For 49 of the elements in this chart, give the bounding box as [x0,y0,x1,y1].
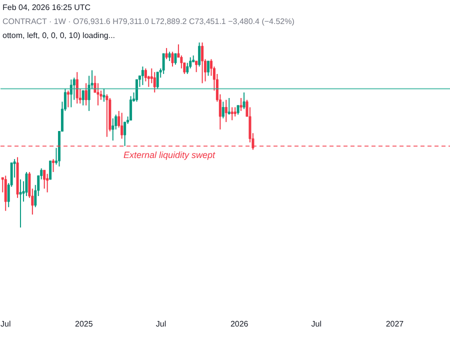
candlestick [49,160,52,180]
candlestick [135,79,138,102]
candlestick [141,66,144,86]
candlestick [234,106,236,117]
candlestick [46,173,49,193]
candlestick [207,60,210,76]
candlestick [180,54,183,69]
candlestick [230,106,234,121]
candlestick [236,104,240,116]
candlestick [228,98,230,116]
candlestick [4,175,7,212]
candlestick [201,42,204,84]
chart-title: Feb 04, 2026 16:25 UTC [2,3,91,12]
chart-subtitle: CONTRACT · 1W · O76,931.6 H79,311.0 L72,889.2 C73,451.1 −3,480.4 (−4.52%) [2,17,295,26]
candlestick [66,90,70,108]
text: ottom, left, 0, 0, 0, 10) loading... [2,31,116,40]
candlestick [195,60,198,73]
candlestick [76,72,78,104]
x-tick-label: 2025 [75,320,94,328]
x-tick-label: 2027 [386,320,404,328]
candlestick [165,48,168,60]
candlestick [112,118,114,142]
candlestick [52,158,55,172]
candlestick [19,178,22,228]
candlestick [174,53,177,66]
candlestick [106,94,108,138]
candlestick [153,72,156,93]
candlestick [82,90,84,106]
candlestick [162,53,165,74]
candlestick [43,170,46,190]
x-tick-label: Jul [311,320,322,328]
candlestick [224,99,228,123]
x-tick-label: 2026 [230,320,249,328]
candlestick [240,98,242,112]
candlestick [130,96,132,121]
candlestick [242,92,246,110]
x-tick-label: Jul [156,320,166,328]
candlestick [222,101,224,119]
candlestick [120,112,124,140]
x-tick-label: Jul [0,320,11,328]
candlestick [102,88,106,102]
candlestick [198,42,201,68]
candlestick [84,82,88,106]
candlestick [168,51,171,62]
candlestick [96,82,100,106]
candlestick [70,79,72,108]
candlestick [171,51,174,68]
ref-line-label: External liquidity swept [124,150,216,160]
candlestick [156,72,159,90]
